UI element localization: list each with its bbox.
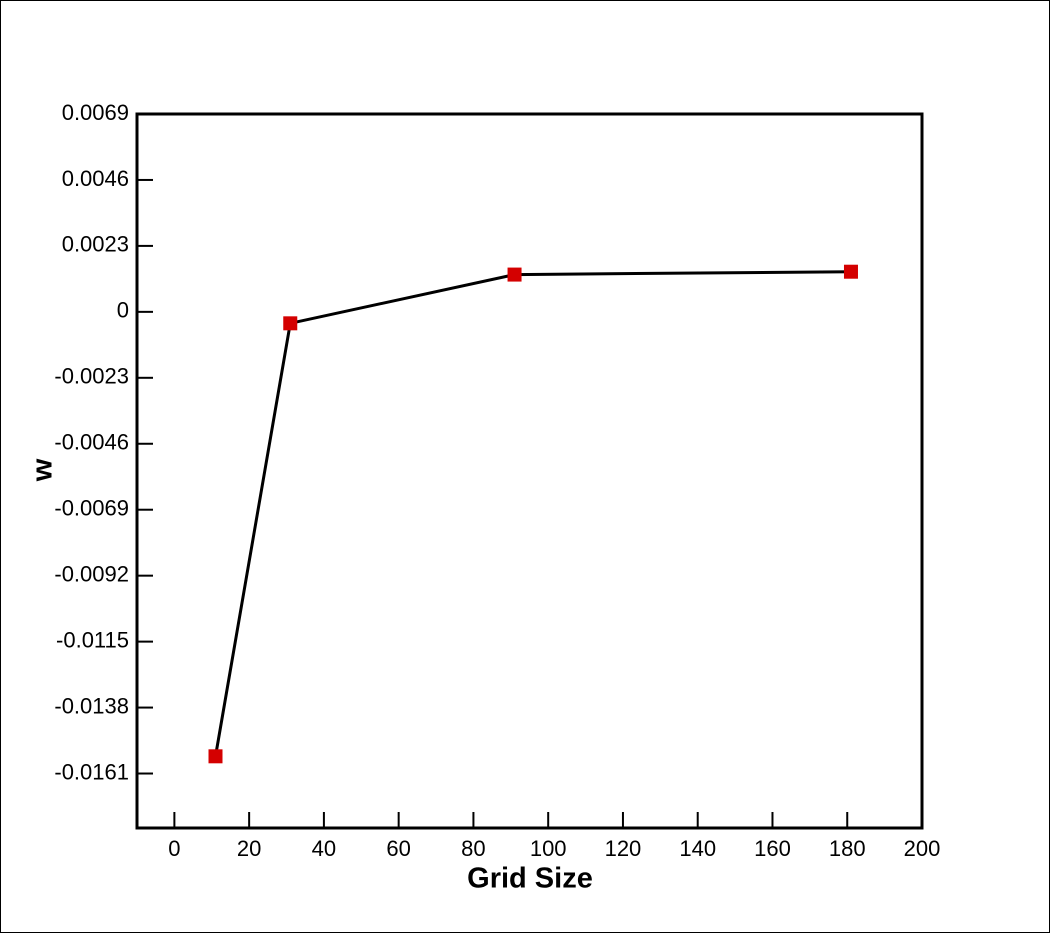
x-tick-label: 120 — [605, 836, 642, 861]
marker — [208, 749, 223, 764]
x-tick-label: 20 — [237, 836, 261, 861]
line — [214, 270, 851, 757]
x-tick-label: 100 — [530, 836, 567, 861]
x-tick-label: 200 — [904, 836, 941, 861]
marker — [843, 264, 858, 279]
y-tick-label: 0 — [117, 298, 129, 323]
marker — [507, 267, 522, 282]
y-axis-title: w — [27, 458, 59, 482]
x-tick-label: 80 — [461, 836, 485, 861]
marker — [283, 316, 298, 331]
y-tick-label: -0.0046 — [54, 430, 129, 455]
x-tick-label: 160 — [754, 836, 791, 861]
x-tick-label: 140 — [679, 836, 716, 861]
y-tick-label: 0.0046 — [62, 166, 129, 191]
y-tick-label: -0.0092 — [54, 561, 129, 586]
x-tick-label: 0 — [168, 836, 180, 861]
x-axis-title: Grid Size — [467, 863, 593, 895]
x-tick-label: 40 — [312, 836, 336, 861]
y-tick-label: -0.0115 — [56, 627, 129, 652]
y-tick-label: 0.0023 — [62, 232, 129, 257]
y-tick-label: -0.0161 — [54, 759, 129, 784]
x-tick-label: 60 — [386, 836, 410, 861]
x-tick-label: 180 — [829, 836, 866, 861]
plot-area — [135, 112, 924, 830]
y-tick-label: -0.0138 — [54, 693, 129, 718]
y-tick-label: -0.0069 — [54, 496, 129, 521]
y-tick-label: -0.0023 — [54, 364, 129, 389]
y-tick-label: 0.0069 — [62, 100, 129, 125]
